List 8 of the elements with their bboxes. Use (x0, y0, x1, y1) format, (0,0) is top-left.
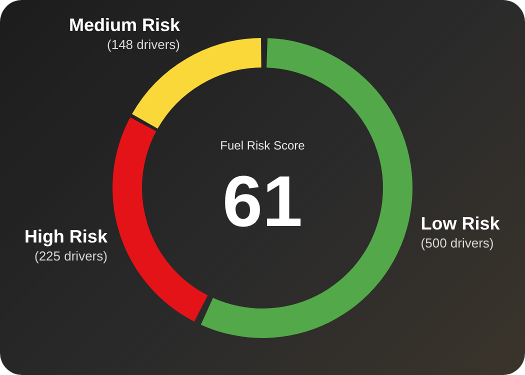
slice-label: Medium Risk (68, 14, 181, 35)
data-label: (500 drivers) (420, 235, 494, 250)
slice-label: High Risk (24, 226, 108, 247)
text: 61 (222, 162, 303, 242)
slice-label: Low Risk (420, 213, 501, 234)
data-label: (225 drivers) (34, 248, 108, 264)
text: Fuel Risk Score (220, 138, 306, 152)
data-label: (148 drivers) (107, 36, 180, 52)
